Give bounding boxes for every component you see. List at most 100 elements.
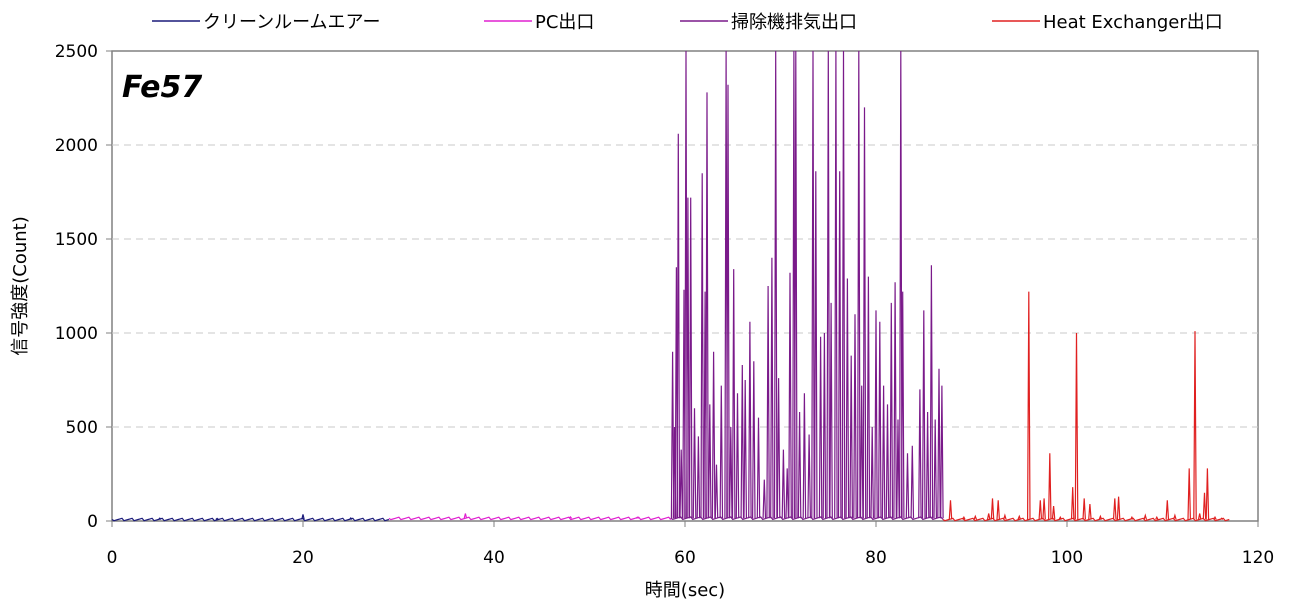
series-3-point-21 (729, 426, 733, 519)
series-3-point-34 (781, 449, 786, 519)
series-3-point-56 (862, 107, 867, 519)
series-4-point-7 (1003, 513, 1007, 520)
series-2 (388, 513, 672, 521)
series-3-baseline (670, 516, 944, 521)
gridlines (112, 144, 1258, 428)
series-3-point-24 (740, 364, 745, 519)
series-2-point-1 (463, 513, 468, 519)
series-4-point-22 (1130, 515, 1134, 520)
legend: クリーンルームエアー PC出口 掃除機排気出口 Heat Exchanger出口 (152, 12, 1223, 33)
series-3-point-66 (899, 50, 903, 519)
y-tick-label-1500: 1500 (55, 230, 98, 250)
x-tick-label-60: 60 (674, 548, 696, 568)
series-1-point-4 (349, 517, 353, 520)
series-3-point-62 (885, 404, 890, 519)
series-3-point-36 (788, 272, 792, 519)
series-3-point-51 (845, 278, 850, 519)
series-3-point-9 (688, 197, 693, 519)
series-3-point-8 (686, 197, 690, 519)
series-3-point-41 (807, 434, 811, 519)
series-4-point-32 (1213, 515, 1217, 520)
series-3-point-70 (918, 389, 922, 519)
series-3-point-38 (794, 50, 798, 519)
legend-label-1: クリーンルームエアー (203, 12, 380, 33)
series-3-point-25 (743, 379, 747, 519)
series-4-point-27 (1187, 468, 1191, 520)
series-3-point-59 (874, 310, 878, 519)
series-3-point-40 (802, 393, 807, 519)
x-axis-ticks: 0 20 40 60 80 100 120 (107, 521, 1274, 568)
series-3-point-46 (826, 50, 831, 519)
series-3-point-10 (692, 408, 697, 519)
series-4-point-24 (1155, 515, 1159, 520)
series-3-point-35 (785, 468, 789, 519)
series-3-point-68 (905, 453, 910, 519)
x-axis-title: 時間(sec) (645, 580, 725, 601)
series-3-point-60 (878, 321, 882, 519)
series-4-point-11 (1042, 498, 1046, 520)
series-3-point-76 (940, 385, 944, 519)
y-tick-label-0: 0 (87, 512, 98, 532)
series-3-point-61 (881, 385, 886, 519)
series-3-point-23 (735, 393, 740, 519)
series-4-point-16 (1074, 332, 1079, 520)
series-4-point-26 (1173, 513, 1177, 520)
legend-label-2: PC出口 (535, 12, 594, 33)
series-4-point-28 (1193, 331, 1197, 520)
series-4-point-10 (1038, 500, 1043, 520)
series-3-point-71 (921, 310, 926, 519)
series-4-point-5 (990, 498, 995, 520)
series-4-point-12 (1048, 453, 1052, 520)
series-3-point-15 (708, 404, 712, 519)
series-4-point-4 (986, 513, 991, 520)
series-3-point-55 (859, 385, 864, 519)
series-3-point-48 (834, 50, 838, 519)
series-3-point-43 (814, 171, 818, 519)
series-3-point-22 (731, 269, 736, 519)
y-axis-ticks: 0 500 1000 1500 2000 2500 (55, 42, 112, 532)
series-1-point-1 (301, 514, 305, 520)
series-3-point-5 (679, 449, 683, 519)
series-3-point-27 (752, 361, 756, 519)
series-3-point-73 (929, 265, 934, 519)
series-3-point-26 (748, 321, 752, 519)
series-3-point-20 (726, 84, 730, 519)
y-axis-title: 信号強度(Count) (10, 216, 31, 356)
series-3-point-52 (849, 355, 853, 519)
series-1-baseline (111, 517, 390, 522)
series-3-point-45 (822, 332, 827, 519)
series-4-point-23 (1143, 513, 1148, 520)
series-3-point-30 (766, 285, 770, 519)
series-3-point-50 (841, 50, 846, 519)
series-4-point-21 (1116, 496, 1121, 520)
series-4 (942, 291, 1230, 522)
y-tick-label-2500: 2500 (55, 42, 98, 62)
series-3-point-65 (896, 419, 900, 519)
series-1-point-2 (158, 517, 162, 520)
x-tick-label-100: 100 (1051, 548, 1083, 568)
series-3-point-32 (773, 50, 778, 519)
series-3-point-1 (670, 351, 675, 519)
y-tick-label-2000: 2000 (55, 136, 98, 156)
series-3-point-11 (696, 436, 701, 519)
series-3-point-12 (700, 173, 704, 519)
series-3-point-14 (705, 92, 709, 519)
series-3-point-39 (797, 411, 802, 519)
legend-label-3: 掃除機排気出口 (731, 12, 857, 33)
series-4-point-17 (1082, 498, 1086, 520)
series-3-point-29 (762, 479, 767, 519)
series-4-point-8 (1017, 514, 1022, 520)
series-3-point-16 (711, 351, 716, 519)
series-3-point-67 (900, 291, 905, 519)
series-3-point-47 (829, 302, 833, 519)
series-3-point-57 (866, 276, 871, 519)
series-3-point-72 (925, 411, 930, 519)
series-4-point-25 (1165, 500, 1170, 520)
series-3-point-4 (676, 133, 681, 519)
series-4-point-3 (973, 514, 978, 520)
series-4-baseline (942, 517, 1230, 522)
series-3-point-18 (719, 385, 724, 519)
series-3 (670, 50, 944, 521)
series-3-point-58 (870, 426, 874, 519)
